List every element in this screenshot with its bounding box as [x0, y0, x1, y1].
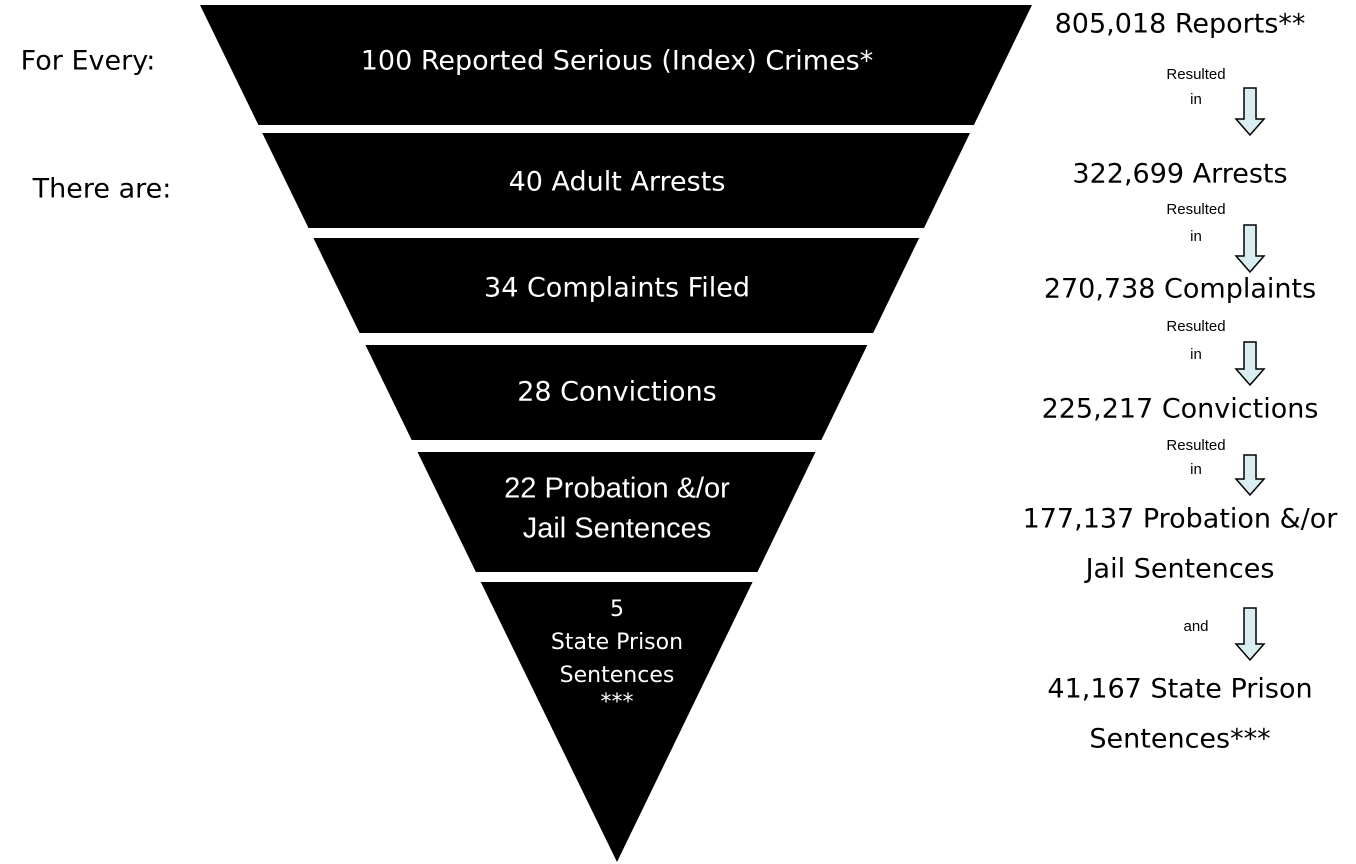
arrow [1234, 224, 1266, 274]
funnel-label: 22 Probation &/or [504, 473, 730, 505]
connector-label: and [1183, 618, 1208, 635]
stage-label: 41,167 State Prison [1047, 674, 1312, 705]
arrow [1234, 341, 1266, 387]
stage-label: Jail Sentences [1084, 554, 1275, 585]
funnel-level [200, 5, 1032, 125]
connector-label: in [1190, 461, 1202, 478]
funnel-label: 34 Complaints Filed [484, 273, 750, 304]
stage-label: 805,018 Reports** [1055, 9, 1306, 40]
connector-label: in [1190, 91, 1202, 108]
connector-label: Resulted [1166, 201, 1225, 218]
stage-label: 270,738 Complaints [1044, 274, 1316, 305]
arrow [1234, 87, 1266, 137]
funnel-level [480, 582, 753, 862]
arrow [1234, 454, 1266, 497]
stage-label: 177,137 Probation &/or [1023, 504, 1339, 535]
stage-label: 225,217 Convictions [1042, 394, 1319, 425]
funnel-label: *** [601, 690, 634, 715]
funnel-label: 100 Reported Serious (Index) Crimes* [361, 46, 874, 77]
funnel-label: 28 Convictions [517, 377, 717, 408]
funnel-label: State Prison [551, 630, 683, 655]
connector-label: Resulted [1166, 437, 1225, 454]
funnel-level [262, 133, 971, 228]
connector-label: in [1190, 346, 1202, 363]
connector-label: Resulted [1166, 66, 1225, 83]
arrow [1234, 607, 1266, 662]
stage-label: 322,699 Arrests [1072, 159, 1287, 190]
funnel-level [417, 452, 816, 572]
stage-label: Sentences*** [1089, 724, 1270, 755]
connector-label: in [1190, 228, 1202, 245]
funnel-label: Jail Sentences [523, 513, 712, 545]
funnel-level [365, 345, 868, 440]
connector-label: Resulted [1166, 318, 1225, 335]
left-label: There are: [32, 174, 172, 205]
funnel-label: 5 [610, 597, 624, 622]
funnel-level [313, 238, 920, 333]
funnel-label: Sentences [560, 663, 675, 688]
left-label: For Every: [21, 46, 156, 77]
funnel-label: 40 Adult Arrests [509, 167, 726, 198]
